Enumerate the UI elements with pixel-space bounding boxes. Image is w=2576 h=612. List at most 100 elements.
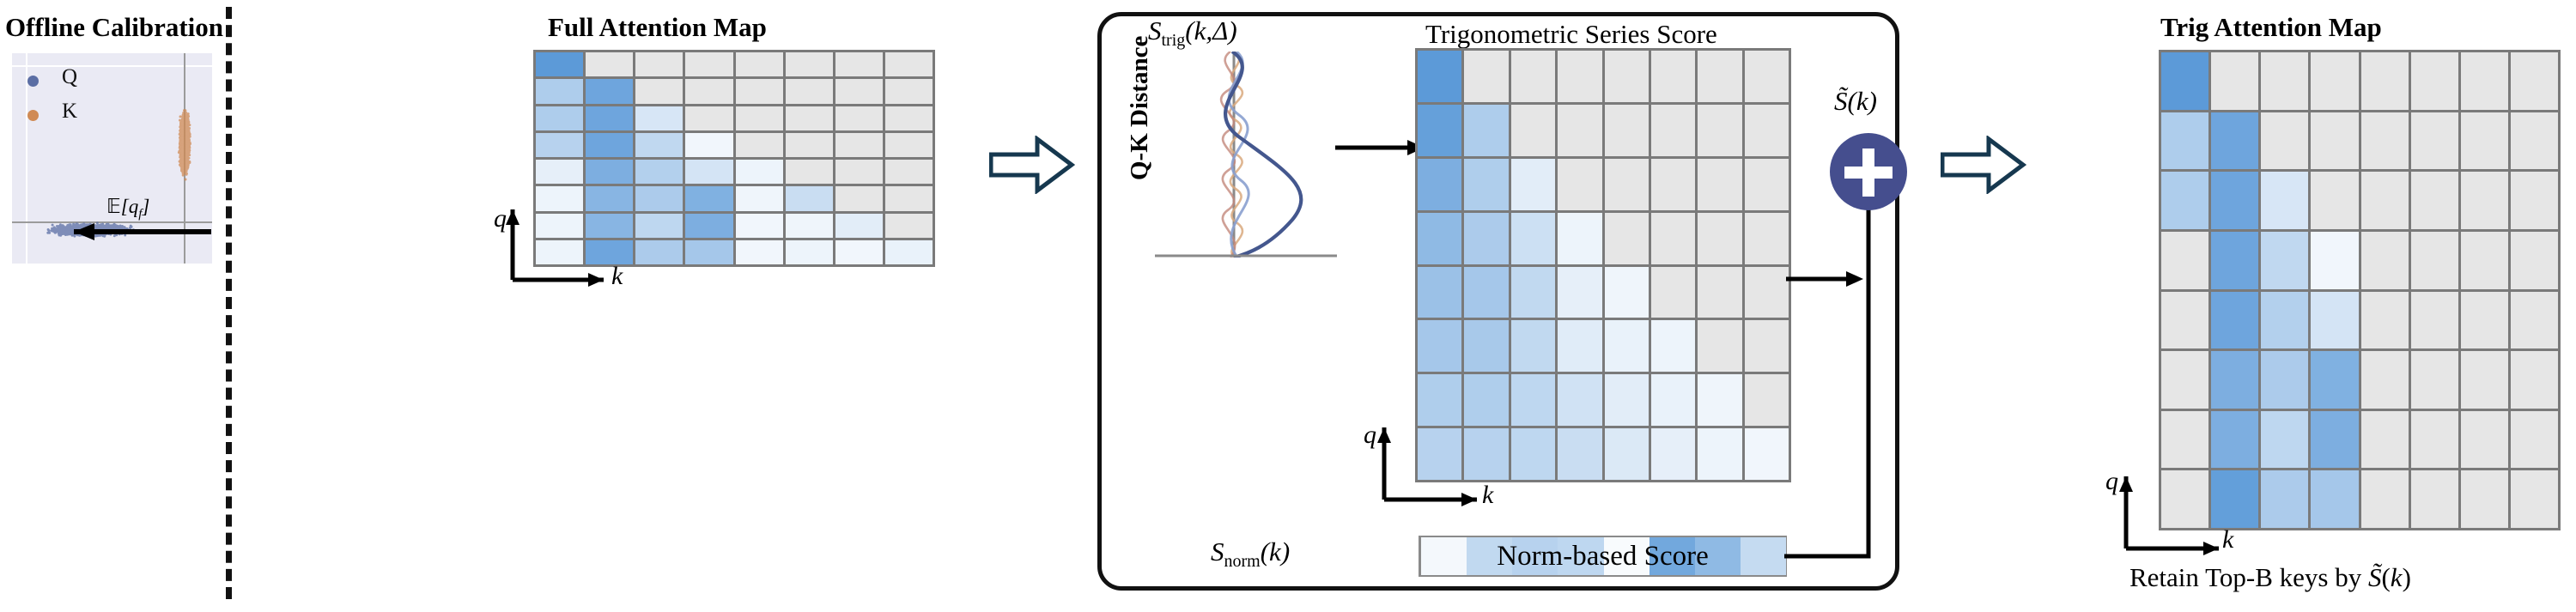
heatmap-cell <box>2411 411 2458 469</box>
heatmap-cell <box>2161 52 2208 110</box>
full-attention-axes-icon <box>502 197 614 292</box>
heatmap-cell <box>635 240 683 264</box>
heatmap-cell <box>2511 351 2558 409</box>
heatmap-cell <box>2361 232 2409 289</box>
heatmap-cell <box>2361 411 2409 469</box>
s-trig-label: Strig(k,Δ) <box>1148 15 1237 51</box>
heatmap-cell <box>536 133 583 157</box>
heatmap-cell <box>1558 213 1601 264</box>
heatmap-cell <box>736 52 783 76</box>
heatmap-cell <box>2261 470 2308 528</box>
heatmap-cell <box>2161 172 2208 229</box>
heatmap-cell <box>885 133 933 157</box>
heatmap-cell <box>835 160 883 184</box>
trig-attention-map-grid <box>2159 50 2561 530</box>
heatmap-cell <box>586 160 633 184</box>
heatmap-cell <box>1605 159 1649 210</box>
heatmap-cell <box>1558 51 1601 102</box>
heatmap-cell <box>2261 172 2308 229</box>
heatmap-cell <box>1745 428 1789 480</box>
heatmap-cell <box>736 214 783 238</box>
heatmap-cell <box>586 133 633 157</box>
heatmap-cell <box>736 186 783 210</box>
heatmap-cell <box>685 106 732 130</box>
heatmap-cell <box>2311 52 2358 110</box>
heatmap-cell <box>885 160 933 184</box>
norm-score-cell <box>1604 537 1649 575</box>
heatmap-cell <box>586 52 633 76</box>
heatmap-cell <box>1558 374 1601 426</box>
heatmap-cell <box>736 106 783 130</box>
heatmap-cell <box>1698 51 1741 102</box>
trig-score-axis-label-k: k <box>1482 481 1493 510</box>
heatmap-cell <box>1745 213 1789 264</box>
heatmap-cell <box>786 214 833 238</box>
heatmap-cell <box>635 186 683 210</box>
heatmap-cell <box>1651 374 1695 426</box>
legend-label-q: Q <box>62 65 77 89</box>
full-attention-axis-label-q: q <box>494 204 507 233</box>
heatmap-cell <box>1464 320 1508 372</box>
heatmap-cell <box>1651 213 1695 264</box>
heatmap-cell <box>2511 411 2558 469</box>
heatmap-cell <box>1464 213 1508 264</box>
heatmap-cell <box>2161 292 2208 349</box>
heatmap-cell <box>1511 267 1555 318</box>
heatmap-cell <box>1511 105 1555 156</box>
heatmap-cell <box>786 52 833 76</box>
heatmap-cell <box>2411 292 2458 349</box>
heatmap-cell <box>635 214 683 238</box>
expectation-arrow-icon <box>48 221 211 247</box>
heatmap-cell <box>2311 172 2358 229</box>
heatmap-cell <box>1605 105 1649 156</box>
heatmap-cell <box>786 106 833 130</box>
heatmap-cell <box>1698 320 1741 372</box>
heatmap-cell <box>2461 112 2508 170</box>
heatmap-cell <box>1511 320 1555 372</box>
heatmap-cell <box>1418 159 1461 210</box>
heatmap-cell <box>685 214 732 238</box>
heatmap-cell <box>2261 112 2308 170</box>
heatmap-cell <box>635 79 683 103</box>
heatmap-cell <box>1745 105 1789 156</box>
heatmap-cell <box>2311 232 2358 289</box>
heatmap-cell <box>1558 320 1601 372</box>
heatmap-cell <box>2211 172 2258 229</box>
heatmap-cell <box>1698 105 1741 156</box>
heatmap-cell <box>2411 172 2458 229</box>
heatmap-cell <box>1511 159 1555 210</box>
heatmap-cell <box>2211 351 2258 409</box>
flow-arrow-norm-to-plus-icon <box>1784 168 1887 563</box>
heatmap-cell <box>786 240 833 264</box>
heatmap-cell <box>1605 213 1649 264</box>
norm-score-cell <box>1558 537 1603 575</box>
heatmap-cell <box>1651 320 1695 372</box>
figure-root: Offline Calibration Q K 𝔼[qf] Full Atten… <box>0 0 2576 612</box>
heatmap-cell <box>2211 232 2258 289</box>
heatmap-cell <box>536 79 583 103</box>
heatmap-cell <box>835 214 883 238</box>
legend-dot-q <box>27 76 39 87</box>
heatmap-cell <box>885 240 933 264</box>
offline-calibration-title: Offline Calibration <box>5 12 223 43</box>
heatmap-cell <box>1558 159 1601 210</box>
heatmap-cell <box>835 106 883 130</box>
heatmap-cell <box>786 186 833 210</box>
heatmap-cell <box>2261 351 2308 409</box>
heatmap-cell <box>1418 51 1461 102</box>
heatmap-cell <box>835 133 883 157</box>
heatmap-cell <box>586 106 633 130</box>
heatmap-cell <box>2161 232 2208 289</box>
heatmap-cell <box>2361 112 2409 170</box>
heatmap-cell <box>1464 267 1508 318</box>
heatmap-cell <box>1651 428 1695 480</box>
heatmap-cell <box>2261 232 2308 289</box>
heatmap-cell <box>2361 470 2409 528</box>
heatmap-cell <box>1511 374 1555 426</box>
legend-dot-k <box>27 110 39 121</box>
offline-calibration-panel: Offline Calibration Q K 𝔼[qf] <box>0 0 230 612</box>
heatmap-cell <box>2361 292 2409 349</box>
heatmap-cell <box>1605 267 1649 318</box>
heatmap-cell <box>2461 52 2508 110</box>
heatmap-cell <box>835 186 883 210</box>
